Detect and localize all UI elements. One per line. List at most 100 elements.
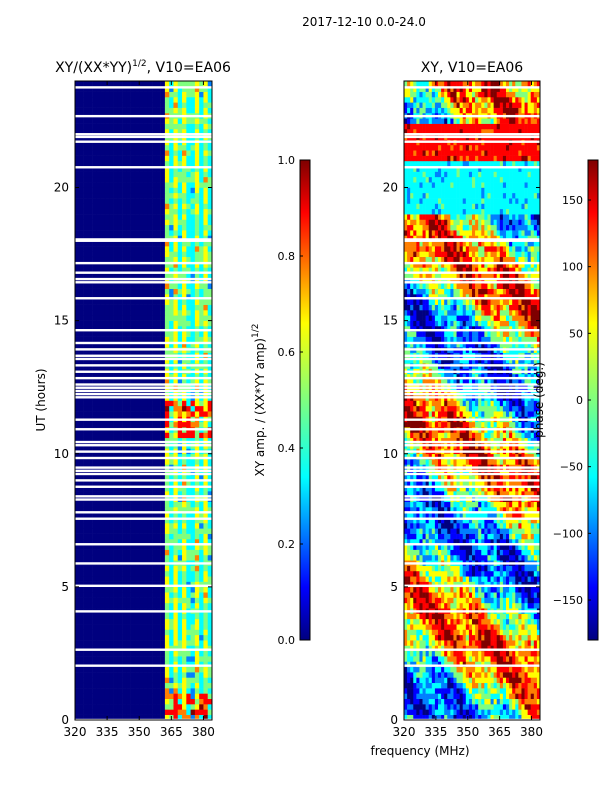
heatmap-cell <box>109 171 114 178</box>
heatmap-cell <box>160 533 166 540</box>
heatmap-cell <box>100 709 106 715</box>
heatmap-cell <box>156 453 161 460</box>
heatmap-cell <box>164 698 170 705</box>
heatmap-cell <box>481 613 485 620</box>
heatmap-cell <box>113 437 119 444</box>
heatmap-cell <box>472 613 476 620</box>
heatmap-cell <box>92 517 97 524</box>
heatmap-cell <box>416 597 420 604</box>
heatmap-cell <box>92 507 97 513</box>
heatmap-cell <box>104 91 110 98</box>
heatmap-cell <box>416 666 420 673</box>
heatmap-cell <box>134 86 140 92</box>
heatmap-cell <box>450 688 454 694</box>
heatmap-cell <box>75 256 80 263</box>
heatmap-cell <box>104 294 110 300</box>
heatmap-cell <box>147 171 153 178</box>
heatmap-cell <box>113 123 119 130</box>
heatmap-cell <box>75 624 80 630</box>
heatmap-cell <box>79 309 84 316</box>
heatmap-cell <box>431 661 436 668</box>
heatmap-cell <box>79 251 84 258</box>
heatmap-cell <box>207 554 213 561</box>
heatmap-cell <box>147 118 153 124</box>
heatmap-cell <box>113 315 119 321</box>
heatmap-cell <box>410 650 414 657</box>
heatmap-cell <box>156 640 161 646</box>
heatmap-cell <box>190 102 196 108</box>
heatmap-cell <box>87 629 93 636</box>
heatmap-cell <box>530 597 535 604</box>
heatmap-cell <box>139 570 144 577</box>
heatmap-cell <box>143 421 149 428</box>
heatmap-cell <box>134 224 140 231</box>
heatmap-cell <box>186 650 191 657</box>
heatmap-cell <box>147 624 153 630</box>
heatmap-cell <box>104 304 110 311</box>
heatmap-cell <box>199 400 204 407</box>
heatmap-cell <box>438 661 442 668</box>
heatmap-cell <box>122 528 127 534</box>
x-tick-label: 365 <box>160 725 183 739</box>
heatmap-cell <box>478 634 482 641</box>
heatmap-cell <box>122 405 127 412</box>
heatmap-cell <box>109 320 114 327</box>
heatmap-cell <box>87 704 93 710</box>
heatmap-cell <box>190 192 196 199</box>
heatmap-cell <box>147 570 153 577</box>
heatmap-cell <box>160 171 166 178</box>
heatmap-cell <box>126 150 131 156</box>
heatmap-cell <box>186 501 191 508</box>
heatmap-cell <box>416 656 420 662</box>
heatmap-cell <box>143 176 149 183</box>
heatmap-cell <box>512 618 516 625</box>
heatmap-cell <box>413 640 417 646</box>
heatmap-cell <box>512 666 516 673</box>
heatmap-cell <box>147 645 153 652</box>
heatmap-cell <box>100 522 106 529</box>
heatmap-cell <box>156 118 161 124</box>
heatmap-cell <box>96 283 101 289</box>
heatmap-cell <box>524 682 528 689</box>
heatmap-cell <box>506 629 510 636</box>
heatmap-cell <box>164 230 170 236</box>
heatmap-cell <box>530 602 535 609</box>
heatmap-cell <box>117 629 123 636</box>
heatmap-cell <box>164 309 170 316</box>
heatmap-cell <box>117 459 123 465</box>
heatmap-cell <box>134 437 140 444</box>
heatmap-cell <box>156 491 161 497</box>
heatmap-cell <box>428 624 433 630</box>
heatmap-cell <box>126 251 131 258</box>
heatmap-cell <box>199 230 204 236</box>
heatmap-cell <box>92 709 97 715</box>
heatmap-cell <box>456 714 460 721</box>
heatmap-cell <box>487 672 491 678</box>
heatmap-cell <box>130 240 136 247</box>
heatmap-cell <box>104 405 110 412</box>
heatmap-cell <box>487 682 491 689</box>
heatmap-cell <box>139 251 144 258</box>
flagged-row <box>75 354 212 357</box>
heatmap-cell <box>496 709 501 715</box>
heatmap-cell <box>126 549 131 556</box>
heatmap-cell <box>75 704 80 710</box>
heatmap-cell <box>126 624 131 630</box>
heatmap-cell <box>92 618 97 625</box>
heatmap-cell <box>190 421 196 428</box>
heatmap-cell <box>92 405 97 412</box>
heatmap-cell <box>199 182 204 188</box>
heatmap-cell <box>207 107 213 114</box>
heatmap-cell <box>152 709 157 715</box>
heatmap-cell <box>152 405 157 412</box>
heatmap-cell <box>499 714 504 721</box>
heatmap-cell <box>130 714 136 721</box>
heatmap-cell <box>450 693 454 700</box>
heatmap-cell <box>100 304 106 311</box>
heatmap-cell <box>182 373 187 380</box>
heatmap-cell <box>203 331 209 337</box>
heatmap-cell <box>100 704 106 710</box>
heatmap-cell <box>169 341 174 348</box>
heatmap-cell <box>156 214 161 220</box>
heatmap-cell <box>484 704 488 710</box>
